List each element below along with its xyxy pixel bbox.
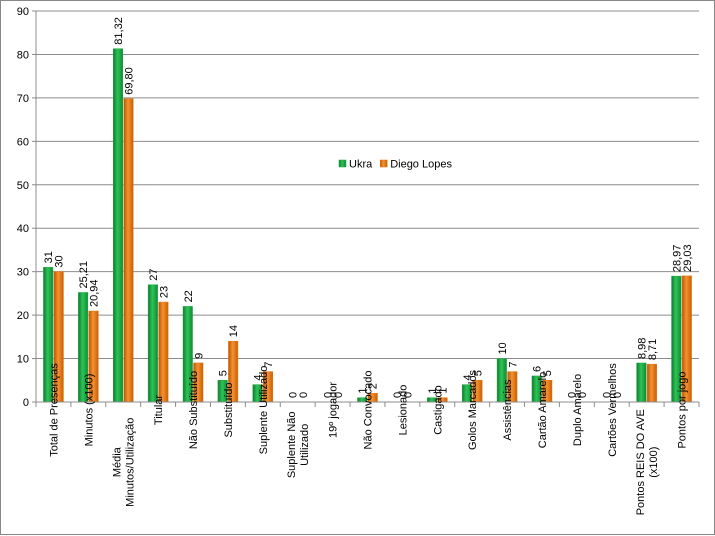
data-label: 5 bbox=[542, 370, 554, 376]
legend-swatch bbox=[379, 159, 388, 168]
category-label: Assistências bbox=[502, 379, 514, 441]
bar-ukra bbox=[147, 284, 158, 403]
data-label: 0 bbox=[392, 392, 404, 398]
data-label: 0 bbox=[322, 392, 334, 398]
category-label: Golos Marcados bbox=[467, 369, 479, 450]
bar-ukra bbox=[636, 362, 647, 403]
data-label: 1 bbox=[438, 388, 450, 394]
data-label: 25,21 bbox=[78, 261, 90, 289]
data-label: 0 bbox=[287, 392, 299, 398]
data-label: 31 bbox=[43, 251, 55, 263]
category-label: 19º jogador bbox=[328, 382, 340, 438]
category-label: Pontos por jogo bbox=[677, 371, 689, 448]
data-label: 81,32 bbox=[113, 17, 125, 45]
category-label: MédiaMinutos/Utilização bbox=[112, 418, 137, 507]
y-tick-label: 90 bbox=[17, 6, 29, 18]
category-label: Total de Presenças bbox=[48, 363, 60, 457]
data-label: 1 bbox=[427, 388, 439, 394]
data-label: 7 bbox=[507, 361, 519, 367]
data-label: 29,03 bbox=[682, 244, 694, 272]
y-tick-label: 10 bbox=[17, 354, 29, 366]
legend-label: Ukra bbox=[349, 159, 373, 171]
data-label: 0 bbox=[333, 392, 345, 398]
y-tick-label: 80 bbox=[17, 49, 29, 61]
category-label: Titular bbox=[153, 395, 165, 425]
bars bbox=[43, 48, 692, 403]
data-label: 6 bbox=[532, 366, 544, 372]
category-label: Pontos REIS DO AVE(x100) bbox=[635, 409, 660, 515]
category-label: Cartão Amarelo bbox=[537, 372, 549, 448]
data-label: 69,80 bbox=[123, 67, 135, 95]
data-label: 14 bbox=[228, 325, 240, 337]
category-label: Lesionado bbox=[397, 385, 409, 436]
data-label: 1 bbox=[357, 388, 369, 394]
data-label: 10 bbox=[497, 342, 509, 354]
data-label: 0 bbox=[298, 392, 310, 398]
legend: Ukra Diego Lopes bbox=[338, 159, 452, 171]
y-axis-tick-labels: 0 10 20 30 40 50 60 70 80 90 bbox=[17, 6, 29, 409]
y-tick-label: 30 bbox=[17, 267, 29, 279]
data-label: 0 bbox=[612, 392, 624, 398]
data-label: 8,71 bbox=[647, 339, 659, 360]
data-label: 28,97 bbox=[671, 245, 683, 273]
data-label: 0 bbox=[403, 392, 415, 398]
legend-label: Diego Lopes bbox=[390, 159, 452, 171]
category-label: Suplente NãoUtilizado bbox=[286, 411, 311, 478]
x-axis-category-labels: Total de Presenças Minutos (x100) MédiaMin… bbox=[48, 363, 688, 516]
data-label: 0 bbox=[602, 392, 614, 398]
bar-diego-lopes bbox=[123, 98, 134, 403]
category-label: Não Convocado bbox=[363, 371, 375, 450]
legend-swatch bbox=[338, 159, 347, 168]
axes bbox=[35, 11, 700, 407]
data-label: 4 bbox=[253, 374, 265, 380]
data-label: 5 bbox=[472, 370, 484, 376]
y-tick-label: 50 bbox=[17, 180, 29, 192]
category-label: Minutos (x100) bbox=[83, 374, 95, 447]
data-label: 27 bbox=[148, 268, 160, 280]
data-label: 4 bbox=[462, 374, 474, 380]
data-label: 23 bbox=[158, 286, 170, 298]
y-tick-label: 0 bbox=[23, 397, 29, 409]
data-label: 8,98 bbox=[636, 338, 648, 359]
data-label: 9 bbox=[193, 353, 205, 359]
data-label: 20,94 bbox=[89, 279, 101, 307]
data-label: 22 bbox=[183, 290, 195, 302]
category-label: Substituído bbox=[223, 382, 235, 437]
y-tick-label: 40 bbox=[17, 223, 29, 235]
category-label: Suplente Utilizado bbox=[258, 366, 270, 455]
data-label: 5 bbox=[218, 370, 230, 376]
category-label: Castigado bbox=[432, 385, 444, 435]
data-label: 7 bbox=[263, 361, 275, 367]
category-label: Duplo Amarelo bbox=[572, 374, 584, 446]
y-tick-label: 60 bbox=[17, 136, 29, 148]
data-label: 0 bbox=[577, 392, 589, 398]
category-label: Não Substituído bbox=[188, 371, 200, 449]
data-label: 30 bbox=[54, 255, 66, 267]
category-label: Cartões Vermelhos bbox=[607, 363, 619, 457]
y-tick-label: 70 bbox=[17, 93, 29, 105]
gridlines bbox=[32, 10, 699, 403]
data-label: 2 bbox=[368, 383, 380, 389]
bar-ukra bbox=[112, 48, 123, 403]
data-label: 0 bbox=[567, 392, 579, 398]
bar-diego-lopes bbox=[158, 301, 169, 403]
y-tick-label: 20 bbox=[17, 310, 29, 322]
bar-diego-lopes bbox=[646, 363, 657, 403]
